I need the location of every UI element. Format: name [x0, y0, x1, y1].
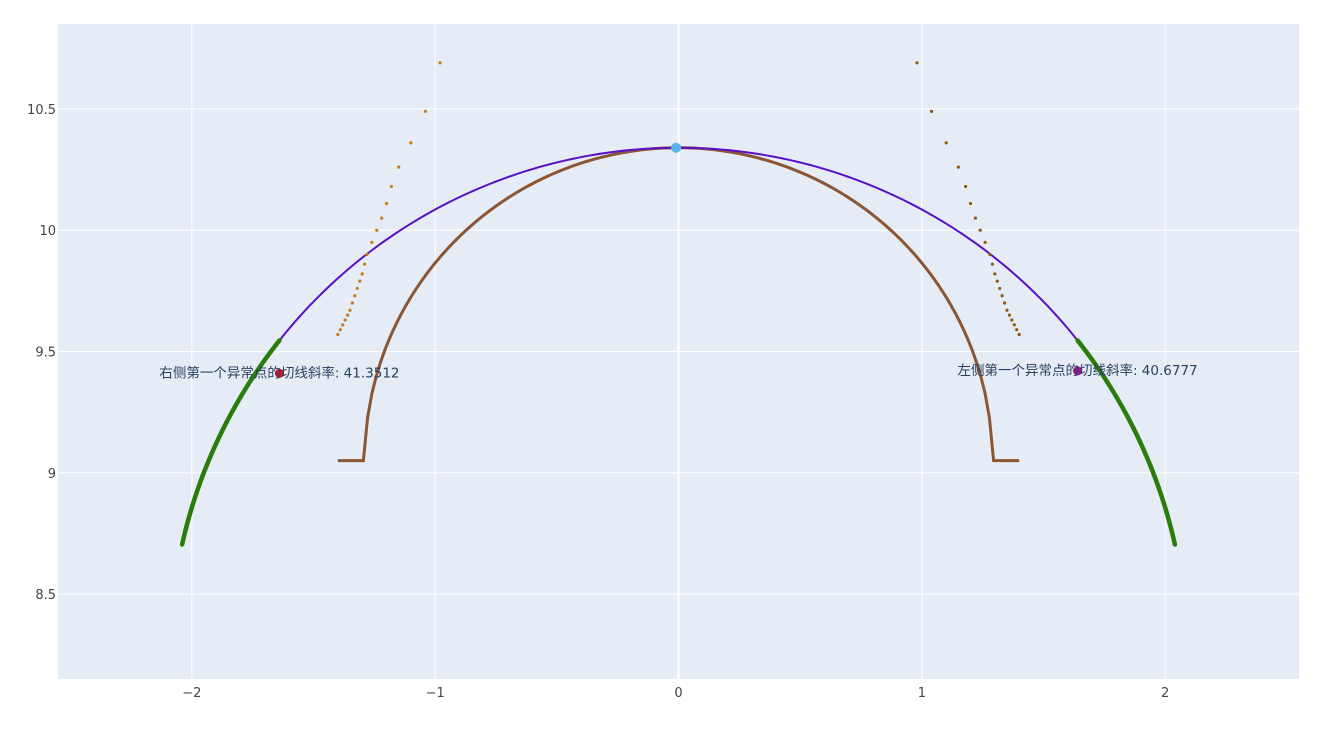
grid-layer [58, 24, 1299, 679]
right-anomaly-marker [1073, 366, 1083, 376]
x-tick-label: 0 [674, 686, 682, 701]
left-outlier-point [341, 323, 345, 327]
left-outlier-point [423, 109, 428, 113]
y-tick-label: 10 [39, 224, 56, 239]
left-outlier-point [380, 216, 384, 220]
right-slope-annotation: 左侧第一个异常点的切线斜率: 40.6777 [957, 362, 1197, 379]
left-outlier-point [375, 228, 379, 232]
right-outlier-point [1017, 332, 1021, 337]
top-point [671, 142, 682, 153]
right-outlier-point [915, 61, 919, 65]
left-outlier-point [409, 141, 413, 145]
left-outlier-point [360, 272, 364, 276]
right-outlier-point [1010, 318, 1014, 322]
tick-layer: −2 −1 0 1 2 8.5 9 9.5 10 10.5 [27, 103, 1169, 701]
y-tick-label: 9.5 [35, 346, 56, 361]
x-tick-label: −1 [426, 686, 445, 701]
left-outlier-point [353, 294, 357, 298]
x-tick-label: 2 [1161, 686, 1169, 701]
left-outlier-point [384, 201, 389, 206]
left-outlier-point [438, 61, 442, 65]
left-outlier-point [397, 165, 401, 169]
left-outlier-point [345, 313, 350, 317]
y-tick-label: 10.5 [27, 103, 56, 118]
left-outlier-point [348, 308, 352, 312]
right-outlier-point [944, 141, 948, 145]
right-outlier-point [1012, 323, 1016, 327]
right-outlier-point [1000, 294, 1004, 298]
left-outlier-point [343, 318, 347, 322]
y-tick-label: 8.5 [35, 588, 56, 603]
left-outlier-point [389, 184, 393, 189]
right-outlier-point [995, 279, 999, 283]
right-outlier-point [988, 252, 992, 257]
right-outlier-point [1007, 313, 1012, 317]
y-tick-label: 9 [48, 467, 56, 482]
x-tick-label: 1 [918, 686, 926, 701]
left-anomaly-marker [274, 368, 284, 378]
green-arc-left-series [179, 338, 282, 547]
left-slope-annotation: 右侧第一个异常点的切线斜率: 41.3512 [159, 364, 399, 381]
x-tick-label: −2 [182, 686, 201, 701]
right-outlier-point [993, 272, 997, 276]
right-outlier-point [998, 286, 1002, 291]
right-outlier-point [964, 184, 968, 189]
left-outlier-point [363, 262, 367, 266]
right-outlier-point [1002, 301, 1007, 305]
right-outlier-point [973, 216, 977, 220]
right-outlier-point [983, 240, 987, 244]
left-outlier-point [338, 328, 342, 332]
green-arc-right-series [1075, 338, 1178, 547]
right-outlier-point [956, 165, 960, 169]
right-outlier-point [1005, 308, 1009, 312]
annotation-layer: 右侧第一个异常点的切线斜率: 41.3512 左侧第一个异常点的切线斜率: 40… [159, 362, 1197, 381]
right-outlier-point [1015, 328, 1019, 332]
left-outlier-point [336, 332, 340, 337]
left-outlier-point [365, 252, 369, 257]
right-outlier-point [968, 201, 973, 206]
right-outlier-point [990, 262, 995, 266]
right-outlier-point [978, 228, 982, 232]
right-outlier-point [929, 109, 934, 113]
left-outlier-point [358, 279, 362, 283]
left-outlier-point [350, 301, 355, 305]
left-outlier-point [370, 240, 374, 244]
point-layer [274, 61, 1083, 378]
left-outlier-point [355, 286, 359, 291]
